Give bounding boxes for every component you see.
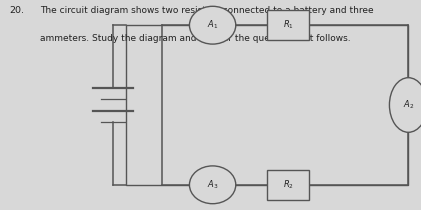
Text: ammeters. Study the diagram and answer the question that follows.: ammeters. Study the diagram and answer t… xyxy=(40,34,351,43)
Text: $R_1$: $R_1$ xyxy=(283,19,294,32)
Bar xyxy=(126,25,408,185)
Text: $A_3$: $A_3$ xyxy=(207,178,218,191)
Ellipse shape xyxy=(389,78,421,132)
Bar xyxy=(267,10,309,40)
Text: $A_2$: $A_2$ xyxy=(403,99,414,111)
Ellipse shape xyxy=(189,166,236,204)
Text: $A_1$: $A_1$ xyxy=(207,19,218,32)
Bar xyxy=(267,170,309,200)
Text: 20.: 20. xyxy=(9,6,24,15)
Text: The circuit diagram shows two resistors connected to a battery and three: The circuit diagram shows two resistors … xyxy=(40,6,373,15)
Ellipse shape xyxy=(189,6,236,44)
Text: $R_2$: $R_2$ xyxy=(283,178,294,191)
